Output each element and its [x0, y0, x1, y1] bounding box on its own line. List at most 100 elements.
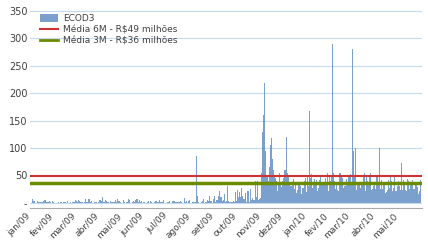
- Bar: [258, 200, 259, 203]
- Bar: [232, 202, 233, 203]
- Bar: [161, 202, 162, 203]
- Bar: [278, 184, 279, 203]
- Bar: [273, 170, 274, 203]
- Bar: [133, 201, 134, 203]
- Bar: [409, 189, 410, 203]
- Bar: [126, 202, 127, 203]
- Bar: [177, 202, 178, 203]
- Bar: [366, 175, 367, 203]
- Bar: [250, 189, 251, 203]
- Bar: [348, 175, 349, 203]
- Bar: [395, 191, 396, 203]
- Bar: [256, 197, 257, 203]
- Bar: [189, 200, 190, 203]
- Bar: [343, 188, 344, 203]
- Bar: [50, 202, 51, 203]
- Bar: [314, 179, 315, 203]
- Bar: [151, 202, 152, 203]
- Bar: [389, 187, 390, 203]
- Bar: [56, 202, 57, 203]
- Bar: [49, 201, 50, 203]
- Bar: [418, 194, 419, 203]
- Bar: [104, 202, 105, 203]
- Bar: [239, 192, 240, 203]
- Bar: [195, 202, 196, 203]
- Bar: [331, 175, 332, 203]
- Bar: [357, 184, 359, 203]
- Bar: [372, 189, 373, 203]
- Bar: [407, 179, 408, 203]
- Bar: [139, 200, 140, 203]
- Bar: [405, 190, 406, 203]
- Bar: [193, 202, 195, 203]
- Bar: [393, 188, 395, 203]
- Bar: [259, 199, 260, 203]
- Bar: [160, 202, 161, 203]
- Bar: [167, 202, 168, 203]
- Bar: [155, 201, 157, 203]
- Bar: [209, 196, 211, 203]
- Bar: [188, 201, 189, 203]
- Bar: [208, 201, 209, 203]
- Bar: [263, 115, 265, 203]
- Bar: [98, 202, 99, 203]
- Bar: [218, 196, 219, 203]
- Bar: [335, 188, 336, 203]
- Bar: [296, 193, 297, 203]
- Bar: [281, 187, 282, 203]
- Legend: ECOD3, Média 6M - R$49 milhões, Média 3M - R$36 milhões: ECOD3, Média 6M - R$49 milhões, Média 3M…: [39, 12, 179, 48]
- Bar: [276, 181, 277, 203]
- Bar: [96, 202, 97, 203]
- Bar: [363, 177, 364, 203]
- Bar: [233, 201, 234, 203]
- Bar: [178, 202, 179, 203]
- Bar: [129, 200, 130, 203]
- Bar: [411, 182, 413, 203]
- Bar: [318, 188, 319, 203]
- Bar: [145, 202, 146, 203]
- Bar: [79, 201, 80, 203]
- Bar: [275, 178, 276, 203]
- Bar: [220, 197, 221, 203]
- Bar: [141, 201, 142, 203]
- Bar: [223, 200, 224, 203]
- Bar: [37, 201, 38, 203]
- Bar: [272, 159, 273, 203]
- Bar: [347, 185, 348, 203]
- Bar: [344, 186, 345, 203]
- Bar: [241, 188, 242, 203]
- Bar: [254, 200, 255, 203]
- Bar: [150, 201, 151, 203]
- Bar: [144, 202, 145, 203]
- Bar: [227, 186, 229, 203]
- Bar: [336, 184, 337, 203]
- Bar: [123, 200, 124, 203]
- Bar: [225, 202, 226, 203]
- Bar: [165, 202, 166, 203]
- Bar: [315, 185, 316, 203]
- Bar: [113, 202, 114, 203]
- Bar: [251, 200, 252, 203]
- Bar: [267, 175, 268, 203]
- Bar: [290, 186, 291, 203]
- Bar: [87, 202, 88, 203]
- Bar: [361, 183, 362, 203]
- Bar: [89, 199, 90, 203]
- Bar: [110, 200, 111, 203]
- Bar: [237, 190, 238, 203]
- Bar: [53, 202, 54, 203]
- Bar: [253, 200, 254, 203]
- Bar: [392, 191, 393, 203]
- Bar: [419, 191, 420, 203]
- Bar: [168, 202, 169, 203]
- Bar: [307, 177, 308, 203]
- Bar: [404, 183, 405, 203]
- Bar: [58, 202, 59, 203]
- Bar: [329, 177, 330, 203]
- Bar: [67, 201, 68, 203]
- Bar: [38, 202, 39, 203]
- Bar: [196, 156, 197, 203]
- Bar: [222, 201, 223, 203]
- Bar: [379, 148, 380, 203]
- Bar: [137, 202, 139, 203]
